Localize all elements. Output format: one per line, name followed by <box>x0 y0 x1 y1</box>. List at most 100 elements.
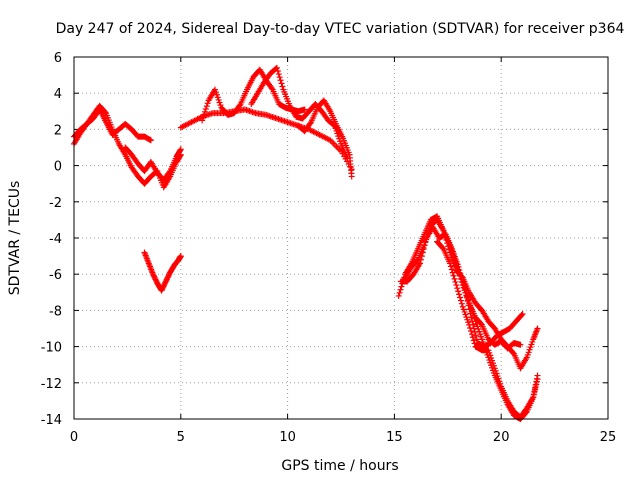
y-tick-label: 2 <box>54 123 62 138</box>
data-point <box>201 108 208 115</box>
data-point <box>467 324 474 331</box>
data-point <box>203 103 210 110</box>
data-point <box>534 376 541 383</box>
data-point <box>279 83 286 90</box>
y-tick-label: -14 <box>41 413 62 428</box>
data-point <box>398 283 405 290</box>
data-point <box>454 285 461 292</box>
data-series <box>71 64 541 422</box>
data-point <box>466 321 473 328</box>
data-point <box>268 85 275 92</box>
x-tick-label: 10 <box>279 430 296 445</box>
data-point <box>464 292 471 299</box>
data-point <box>417 256 424 263</box>
data-point <box>534 325 541 332</box>
data-point <box>457 297 464 304</box>
data-point <box>473 336 480 343</box>
data-point <box>177 147 184 154</box>
data-point <box>518 312 525 319</box>
data-point <box>202 105 209 112</box>
data-point <box>422 238 429 245</box>
data-point <box>147 137 154 144</box>
data-point <box>449 269 456 276</box>
data-point <box>420 245 427 252</box>
data-point <box>275 71 282 78</box>
data-point <box>457 294 464 301</box>
data-point <box>460 278 467 285</box>
data-point <box>458 300 465 307</box>
data-point <box>177 146 184 153</box>
data-point <box>468 331 475 338</box>
y-tick-label: -6 <box>49 268 62 283</box>
data-point <box>467 328 474 335</box>
data-point <box>450 272 457 279</box>
data-point <box>451 275 458 282</box>
data-point <box>236 102 243 109</box>
data-point <box>273 64 280 71</box>
data-point <box>204 100 211 107</box>
data-point <box>301 106 308 113</box>
y-tick-label: 6 <box>54 51 62 66</box>
data-point <box>456 267 463 274</box>
data-point <box>459 274 466 281</box>
data-point <box>469 334 476 341</box>
data-point <box>472 332 479 339</box>
y-tick-label: 0 <box>54 160 62 175</box>
y-tick-label: -10 <box>41 341 62 356</box>
data-point <box>453 282 460 289</box>
plot-frame <box>73 56 609 420</box>
x-tick-label: 20 <box>493 430 510 445</box>
data-point <box>177 253 184 260</box>
chart-title: Day 247 of 2024, Sidereal Day-to-day VTE… <box>56 21 625 37</box>
data-point <box>448 266 455 273</box>
x-tick-label: 25 <box>600 430 617 445</box>
data-point <box>519 311 526 318</box>
data-point <box>452 278 459 285</box>
data-point <box>200 111 207 118</box>
data-point <box>510 349 517 356</box>
data-point <box>277 77 284 84</box>
data-point <box>455 263 462 270</box>
data-point <box>471 340 478 347</box>
data-point <box>457 270 464 277</box>
data-point <box>456 291 463 298</box>
data-point <box>418 253 425 260</box>
data-point <box>462 285 469 292</box>
x-tick-label: 15 <box>386 430 403 445</box>
data-point <box>463 289 470 296</box>
data-point <box>447 263 454 270</box>
y-tick-label: -2 <box>49 196 62 211</box>
y-tick-label: -4 <box>49 232 62 247</box>
data-point <box>446 260 453 267</box>
x-tick-label: 0 <box>70 430 78 445</box>
data-point <box>439 244 446 251</box>
y-tick-label: 4 <box>54 87 62 102</box>
data-point <box>421 242 428 249</box>
data-point <box>417 260 424 267</box>
data-point <box>395 292 402 299</box>
data-point <box>522 409 529 416</box>
data-point <box>461 282 468 289</box>
data-point <box>455 288 462 295</box>
data-point <box>278 80 285 87</box>
grid <box>74 57 608 419</box>
data-point <box>413 257 420 264</box>
y-axis-label: SDTVAR / TECUs <box>7 181 23 296</box>
data-point <box>396 289 403 296</box>
data-point <box>397 286 404 293</box>
x-tick-label: 5 <box>177 430 185 445</box>
data-point <box>307 120 314 127</box>
data-point <box>199 117 206 124</box>
data-point <box>465 296 472 303</box>
y-tick-label: -12 <box>41 377 62 392</box>
data-point <box>470 337 477 344</box>
data-point <box>276 74 283 81</box>
data-point <box>200 114 207 121</box>
x-axis-label: GPS time / hours <box>281 458 398 474</box>
data-point <box>166 169 173 176</box>
data-point <box>274 67 281 74</box>
data-point <box>517 341 524 348</box>
data-point <box>419 249 426 256</box>
